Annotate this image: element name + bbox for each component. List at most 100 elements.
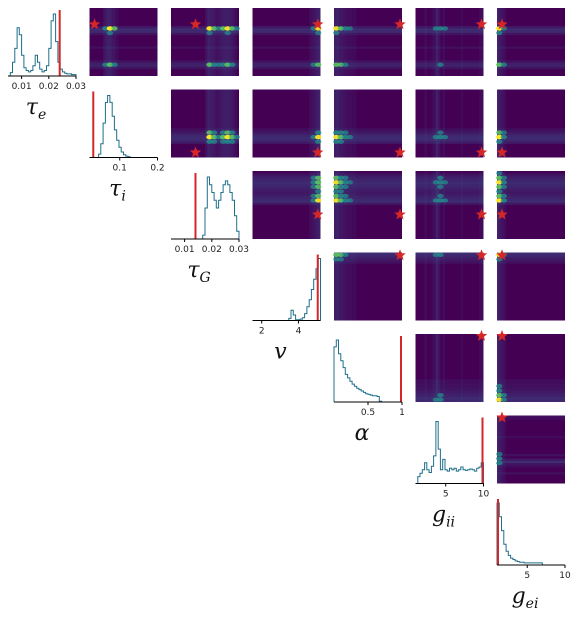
density-band [252,132,321,135]
density-hotspot [102,26,109,31]
density-hotspot [337,193,344,199]
density-band [481,171,484,239]
density-panel-tau_G-alpha [333,171,406,239]
density-band [497,399,565,402]
density-band [347,252,350,321]
density-band [478,89,482,158]
density-band [497,137,565,140]
density-band [315,171,319,239]
density-band [89,46,158,49]
density-panel-v-g_ei [496,249,565,321]
density-band [501,415,504,484]
density-band [334,128,402,131]
density-band [442,8,445,76]
density-band [497,28,565,31]
density-band [503,415,507,484]
density-hotspot [342,130,349,135]
density-band [415,381,484,384]
density-hotspot [342,198,349,203]
density-band [497,186,565,190]
density-band [171,141,239,144]
density-background [252,89,321,158]
density-band [415,128,484,131]
density-hotspot [496,198,503,203]
histogram-tau_G: 0.01 0.02 0.03 τG [171,173,249,286]
density-band [334,259,402,262]
density-band [433,334,436,402]
density-hotspot [437,134,444,140]
density-band [225,8,228,76]
axis-label-g_ei: gei [512,584,539,612]
density-band [229,8,233,76]
truth-star [312,146,324,158]
density-hotspot [337,184,344,190]
density-band [497,388,565,391]
density-band [415,137,484,140]
axis-label-tau_i: τi [109,177,126,205]
density-band [315,8,319,76]
density-background [171,89,239,158]
density-band [334,191,402,194]
density-band [497,193,565,196]
density-band [497,460,565,464]
density-hotspot [496,62,503,67]
density-band [497,395,565,398]
density-band [435,8,439,76]
density-band [497,141,565,144]
truth-star [189,146,202,158]
density-hotspot [333,193,340,199]
density-band [334,198,402,201]
density-band [334,46,402,49]
density-band [171,132,239,135]
truth-star [496,411,508,423]
density-background [497,89,565,158]
density-band [497,182,565,185]
density-hotspot [224,134,231,140]
density-hotspot [106,26,114,31]
density-band [334,8,337,76]
density-band [415,261,484,264]
density-band [336,171,339,239]
density-hotspot [315,175,322,180]
density-band [334,141,402,144]
density-band [334,30,402,33]
density-hotspot [432,134,440,140]
density-hotspot [315,180,322,185]
truth-star [312,18,324,30]
density-band [318,89,321,158]
density-band [311,89,314,158]
density-hotspot [310,134,317,140]
density-hotspot [333,252,340,257]
density-hotspot [224,139,231,144]
density-band [497,139,565,142]
density-hotspot [500,180,507,185]
density-hotspot [432,252,440,257]
density-band [497,334,500,402]
density-band [415,180,484,183]
density-hotspot [111,62,118,67]
density-band [424,89,427,158]
density-band [415,379,484,382]
density-band [334,134,402,138]
density-hotspot [333,62,340,67]
density-band [354,252,357,321]
density-band [497,177,565,181]
density-hotspot [496,189,503,194]
density-hotspot [342,252,349,257]
density-band [107,8,110,76]
density-band [252,30,321,33]
density-band [352,8,355,76]
density-band [252,46,321,49]
density-band [334,202,402,205]
density-panel-alpha-g_ii [415,330,488,402]
density-band [171,130,239,133]
density-hotspot [310,198,317,203]
density-band [503,334,507,402]
density-band [415,64,484,67]
density-band [415,390,484,393]
density-panel-tau_e-tau_G [171,8,240,76]
density-band [478,252,482,321]
density-band [340,171,344,239]
histogram-g_ei: 5 10 gei [496,499,571,612]
density-band [501,8,504,76]
